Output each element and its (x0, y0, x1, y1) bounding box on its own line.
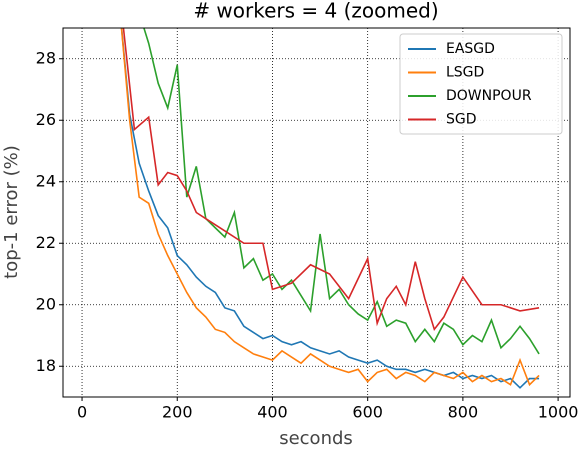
series-line (122, 28, 540, 332)
x-tick-label: 800 (448, 403, 479, 422)
x-tick-label: 1000 (538, 403, 579, 422)
legend-box (399, 33, 563, 135)
series-line (120, 28, 540, 389)
y-tick-label: 24 (36, 171, 56, 190)
series-line (143, 28, 540, 355)
chart-title: # workers = 4 (zoomed) (193, 0, 438, 23)
y-tick-label: 26 (36, 110, 56, 129)
series-line (120, 28, 540, 387)
legend-label: LSGD (446, 65, 484, 81)
y-tick-label: 28 (36, 48, 56, 67)
x-tick-label: 0 (77, 403, 87, 422)
x-tick-label: 200 (162, 403, 193, 422)
y-tick-label: 22 (36, 233, 56, 252)
x-tick-label: 600 (352, 403, 383, 422)
y-axis-label: top-1 error (%) (1, 145, 22, 279)
plot-area (120, 28, 540, 389)
legend-label: EASGD (446, 41, 495, 57)
y-tick-label: 20 (36, 294, 56, 313)
plot-frame (62, 27, 571, 398)
x-axis-label: seconds (279, 428, 353, 449)
legend-label: DOWNPOUR (446, 88, 532, 104)
legend-label: SGD (446, 112, 477, 128)
y-tick-label: 18 (36, 356, 56, 375)
x-tick-label: 400 (257, 403, 288, 422)
